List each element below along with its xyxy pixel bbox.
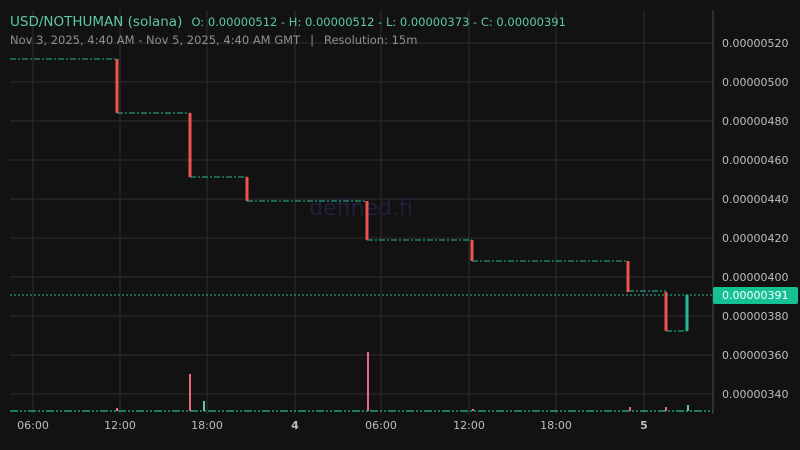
pair-title: USD/NOTHUMAN (solana) (10, 14, 183, 30)
time-tick-label: 12:00 (104, 419, 136, 432)
price-tick-label: 0.00000340 (722, 388, 788, 401)
price-tick-label: 0.00000420 (722, 232, 788, 245)
candle (470, 240, 474, 261)
volume-bar (629, 407, 631, 411)
candle (115, 59, 119, 113)
candle (188, 113, 192, 177)
volume-bar (116, 408, 118, 411)
candle (664, 292, 668, 331)
time-tick-label: 18:00 (540, 419, 572, 432)
time-axis[interactable]: 06:00 12:00 18:00 4 06:00 12:00 18:00 5 (17, 419, 648, 432)
time-tick-label: 06:00 (365, 419, 397, 432)
chart-subheader: Nov 3, 2025, 4:40 AM - Nov 5, 2025, 4:40… (10, 33, 417, 47)
separator: | (310, 33, 314, 47)
candle (626, 261, 630, 292)
volume-bar (687, 405, 689, 411)
price-line (10, 58, 687, 332)
price-tick-label: 0.00000400 (722, 271, 788, 284)
chart-grid (10, 10, 713, 414)
price-tick-label: 0.00000480 (722, 115, 788, 128)
price-tick-label: 0.00000500 (722, 76, 788, 89)
time-tick-label: 18:00 (191, 419, 223, 432)
time-tick-label: 5 (640, 419, 648, 432)
chart-header: USD/NOTHUMAN (solana) O: 0.00000512 - H:… (10, 11, 566, 30)
price-tick-label: 0.00000460 (722, 154, 788, 167)
price-tick-label: 0.00000440 (722, 193, 788, 206)
volume-bar (665, 407, 667, 411)
last-price-label: 0.00000391 (713, 287, 798, 304)
price-tick-label: 0.00000360 (722, 349, 788, 362)
time-tick-label: 12:00 (453, 419, 485, 432)
volume-bar (189, 374, 191, 411)
time-tick-label: 4 (291, 419, 299, 432)
ohlc-values: O: 0.00000512 - H: 0.00000512 - L: 0.000… (191, 15, 566, 29)
resolution-label: Resolution: 15m (324, 33, 418, 47)
candles (115, 59, 689, 331)
watermark: defined.fi (309, 196, 413, 221)
volume-bar (472, 409, 474, 411)
last-price-badge (713, 287, 798, 304)
volume-bar (203, 401, 205, 411)
date-range: Nov 3, 2025, 4:40 AM - Nov 5, 2025, 4:40… (10, 33, 301, 47)
price-tick-label: 0.00000380 (722, 310, 788, 323)
price-tick-label: 0.00000520 (722, 37, 788, 50)
volume-bars (10, 352, 713, 412)
candle (685, 295, 689, 331)
time-tick-label: 06:00 (17, 419, 49, 432)
candle (365, 201, 369, 240)
candle (245, 177, 249, 201)
last-price-value: 0.00000391 (722, 289, 788, 302)
volume-bar (367, 352, 369, 411)
price-axis[interactable]: 0.00000520 0.00000500 0.00000480 0.00000460… (722, 37, 788, 401)
